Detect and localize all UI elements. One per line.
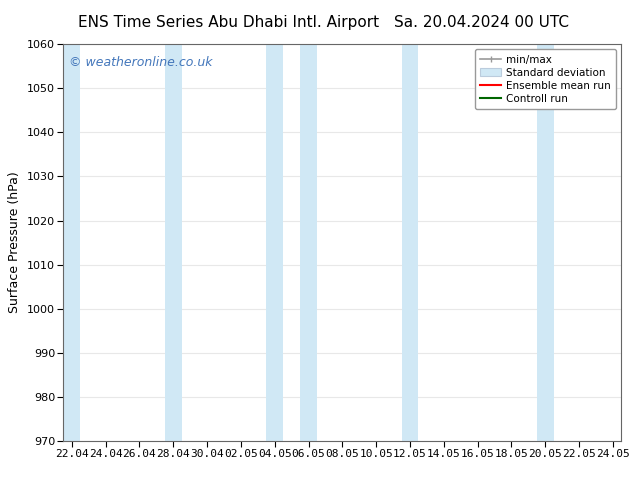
Bar xyxy=(165,44,182,441)
Bar xyxy=(401,44,418,441)
Bar xyxy=(266,44,283,441)
Text: Sa. 20.04.2024 00 UTC: Sa. 20.04.2024 00 UTC xyxy=(394,15,569,30)
Text: © weatheronline.co.uk: © weatheronline.co.uk xyxy=(69,56,212,69)
Legend: min/max, Standard deviation, Ensemble mean run, Controll run: min/max, Standard deviation, Ensemble me… xyxy=(475,49,616,109)
Bar xyxy=(63,44,81,441)
Y-axis label: Surface Pressure (hPa): Surface Pressure (hPa) xyxy=(8,172,22,314)
Text: ENS Time Series Abu Dhabi Intl. Airport: ENS Time Series Abu Dhabi Intl. Airport xyxy=(78,15,378,30)
Bar xyxy=(537,44,553,441)
Bar xyxy=(300,44,317,441)
